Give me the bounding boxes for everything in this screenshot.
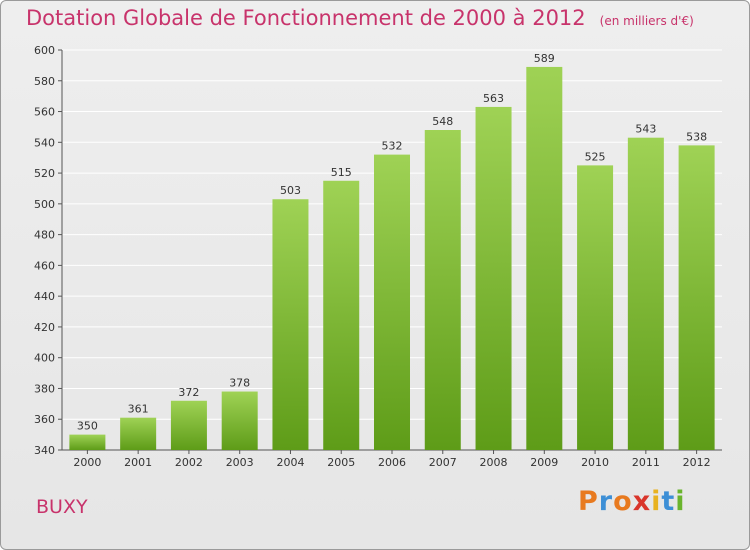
data-label-2003: 378 [229, 377, 250, 390]
proxiti-logo: Proxiti [578, 486, 686, 517]
y-tick-label: 600 [34, 44, 55, 57]
y-tick-label: 340 [34, 444, 55, 457]
data-label-2000: 350 [77, 420, 98, 433]
y-tick-label: 520 [34, 167, 55, 180]
bar-2008 [475, 106, 512, 450]
x-tick-label-2001: 2001 [124, 456, 152, 469]
x-tick-label-2003: 2003 [226, 456, 254, 469]
x-tick-label-2002: 2002 [175, 456, 203, 469]
data-label-2012: 538 [686, 130, 707, 143]
x-tick-label-2009: 2009 [530, 456, 558, 469]
y-tick-label: 380 [34, 382, 55, 395]
x-tick-label-2005: 2005 [327, 456, 355, 469]
bar-2010 [577, 165, 614, 450]
x-tick-label-2004: 2004 [276, 456, 304, 469]
x-tick-label-2012: 2012 [683, 456, 711, 469]
logo-letter: r [598, 486, 614, 517]
y-tick-label: 480 [34, 229, 55, 242]
bar-2009 [526, 66, 563, 450]
place-name: BUXY [36, 496, 88, 518]
data-label-2005: 515 [331, 166, 352, 179]
bar-2004 [272, 199, 309, 450]
data-label-2006: 532 [382, 140, 403, 153]
bar-2011 [627, 137, 664, 450]
y-tick-label: 540 [34, 136, 55, 149]
logo-letter: x [632, 486, 652, 517]
bar-2003 [221, 391, 258, 450]
x-tick-label-2011: 2011 [632, 456, 660, 469]
unit-note: (en milliers d'€) [599, 14, 694, 28]
data-label-2001: 361 [128, 403, 149, 416]
x-tick-label-2007: 2007 [429, 456, 457, 469]
bar-2006 [374, 154, 410, 450]
y-tick-label: 500 [34, 198, 55, 211]
bar-2001 [120, 417, 157, 450]
bar-2007 [424, 130, 461, 450]
chart-title: Dotation Globale de Fonctionnement de 20… [26, 6, 694, 30]
logo-letter: i [651, 486, 662, 517]
data-label-2009: 589 [534, 52, 555, 65]
y-tick-label: 420 [34, 321, 55, 334]
x-tick-label-2010: 2010 [581, 456, 609, 469]
bar-2005 [323, 180, 360, 450]
bar-2000 [69, 434, 106, 450]
y-tick-label: 580 [34, 75, 55, 88]
data-label-2004: 503 [280, 184, 301, 197]
logo-letter: o [613, 486, 633, 517]
x-tick-label-2000: 2000 [73, 456, 101, 469]
data-label-2008: 563 [483, 92, 504, 105]
logo-letter: t [661, 486, 676, 517]
data-label-2007: 548 [432, 115, 453, 128]
data-label-2010: 525 [585, 150, 606, 163]
y-tick-label: 560 [34, 106, 55, 119]
bar-2012 [678, 145, 715, 450]
data-label-2011: 543 [635, 123, 656, 136]
x-tick-label-2006: 2006 [378, 456, 406, 469]
x-tick-label-2008: 2008 [480, 456, 508, 469]
y-tick-label: 440 [34, 290, 55, 303]
bar-2002 [170, 400, 207, 450]
logo-letter: i [675, 486, 686, 517]
y-tick-label: 360 [34, 413, 55, 426]
logo-letter: P [578, 486, 599, 517]
y-tick-label: 400 [34, 352, 55, 365]
data-label-2002: 372 [178, 386, 199, 399]
y-tick-label: 460 [34, 259, 55, 272]
